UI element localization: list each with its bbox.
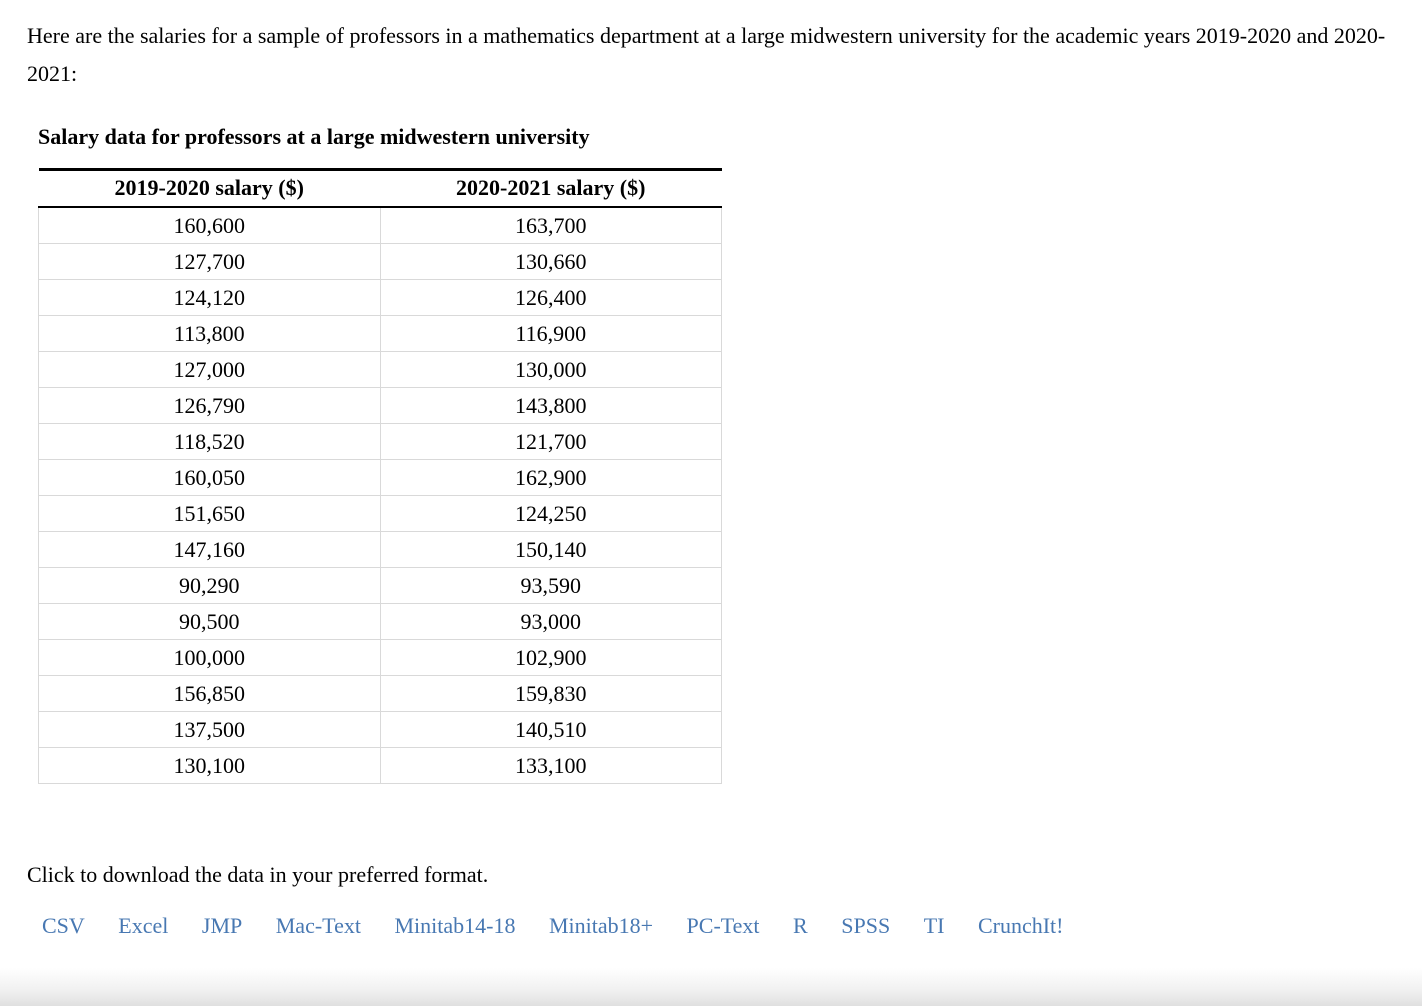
- salary-cell: 130,660: [379, 243, 722, 280]
- table-body: 160,600 163,700 127,700 130,660 124,120 126…: [38, 206, 722, 784]
- table-row: 113,800 116,900: [38, 315, 722, 352]
- salary-cell: 156,850: [38, 675, 381, 712]
- salary-cell: 133,100: [379, 747, 722, 784]
- salary-cell: 118,520: [38, 423, 381, 460]
- table-row: 127,000 130,000: [38, 351, 722, 388]
- download-link-spss[interactable]: SPSS: [841, 913, 891, 938]
- download-link-minitab18-plus[interactable]: Minitab18+: [548, 913, 654, 938]
- salary-cell: 124,120: [38, 279, 381, 316]
- column-header-2019-2020: 2019-2020 salary ($): [38, 168, 380, 208]
- salary-cell: 113,800: [38, 315, 381, 352]
- salary-cell: 140,510: [379, 711, 722, 748]
- table-row: 90,500 93,000: [38, 603, 722, 640]
- download-link-csv[interactable]: CSV: [42, 913, 85, 938]
- salary-cell: 162,900: [379, 459, 722, 496]
- table-row: 156,850 159,830: [38, 675, 722, 712]
- salary-cell: 90,290: [38, 567, 381, 604]
- salary-cell: 121,700: [379, 423, 722, 460]
- salary-cell: 93,000: [379, 603, 722, 640]
- download-link-ti[interactable]: TI: [923, 913, 945, 938]
- salary-cell: 124,250: [379, 495, 722, 532]
- header-row: 2019-2020 salary ($) 2020-2021 salary ($…: [38, 168, 722, 208]
- table-row: 118,520 121,700: [38, 423, 722, 460]
- table-row: 137,500 140,510: [38, 711, 722, 748]
- salary-cell: 163,700: [379, 206, 722, 244]
- salary-cell: 127,700: [38, 243, 381, 280]
- table-row: 160,600 163,700: [38, 206, 722, 244]
- download-link-r[interactable]: R: [793, 913, 808, 938]
- bottom-fade-gradient: [0, 968, 1422, 1006]
- table-row: 90,290 93,590: [38, 567, 722, 604]
- page-content: Here are the salaries for a sample of pr…: [27, 23, 1395, 940]
- salary-cell: 160,050: [38, 459, 381, 496]
- salary-cell: 143,800: [379, 387, 722, 424]
- table-row: 151,650 124,250: [38, 495, 722, 532]
- salary-cell: 137,500: [38, 711, 381, 748]
- salary-cell: 147,160: [38, 531, 381, 568]
- table-row: 124,120 126,400: [38, 279, 722, 316]
- download-link-mac-text[interactable]: Mac-Text: [275, 913, 361, 938]
- table-row: 126,790 143,800: [38, 387, 722, 424]
- download-links-bar: CSV Excel JMP Mac-Text Minitab14-18 Mini…: [42, 912, 1395, 940]
- salary-cell: 150,140: [379, 531, 722, 568]
- download-link-jmp[interactable]: JMP: [201, 913, 243, 938]
- intro-text: Here are the salaries for a sample of pr…: [27, 23, 1386, 86]
- salary-cell: 90,500: [38, 603, 381, 640]
- download-link-excel[interactable]: Excel: [118, 913, 169, 938]
- salary-cell: 100,000: [38, 639, 381, 676]
- salary-cell: 127,000: [38, 351, 381, 388]
- salary-cell: 102,900: [379, 639, 722, 676]
- download-link-minitab14-18[interactable]: Minitab14-18: [394, 913, 516, 938]
- table-row: 160,050 162,900: [38, 459, 722, 496]
- table-row: 100,000 102,900: [38, 639, 722, 676]
- table-row: 130,100 133,100: [38, 747, 722, 784]
- download-prompt: Click to download the data in your prefe…: [27, 862, 489, 887]
- salary-cell: 159,830: [379, 675, 722, 712]
- salary-cell: 151,650: [38, 495, 381, 532]
- column-header-2020-2021: 2020-2021 salary ($): [380, 168, 722, 208]
- download-link-crunchit[interactable]: CrunchIt!: [977, 913, 1064, 938]
- salary-cell: 130,100: [38, 747, 381, 784]
- salary-cell: 93,590: [379, 567, 722, 604]
- salary-cell: 116,900: [379, 315, 722, 352]
- table-title: Salary data for professors at a large mi…: [38, 124, 590, 149]
- table-header: 2019-2020 salary ($) 2020-2021 salary ($…: [38, 168, 722, 208]
- salary-cell: 126,790: [38, 387, 381, 424]
- download-link-pc-text[interactable]: PC-Text: [686, 913, 760, 938]
- salary-cell: 130,000: [379, 351, 722, 388]
- salary-cell: 160,600: [38, 206, 381, 244]
- salary-table: 2019-2020 salary ($) 2020-2021 salary ($…: [38, 168, 722, 784]
- table-row: 127,700 130,660: [38, 243, 722, 280]
- salary-cell: 126,400: [379, 279, 722, 316]
- table-row: 147,160 150,140: [38, 531, 722, 568]
